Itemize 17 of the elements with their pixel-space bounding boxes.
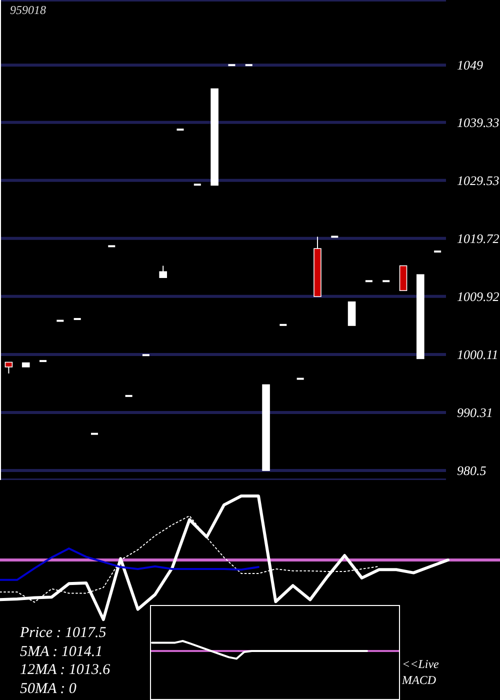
candlestick bbox=[4, 362, 13, 374]
y-tick-label: 1019.72 bbox=[457, 231, 500, 246]
text: <<Live MACD bbox=[402, 656, 440, 688]
y-tick-label: 1049 bbox=[457, 58, 484, 73]
text: Price : 1017.5 bbox=[20, 624, 108, 642]
y-tick-label: 980.5 bbox=[457, 463, 487, 478]
text: 5MA : 1014.1 bbox=[20, 642, 104, 661]
candlestick bbox=[348, 301, 356, 326]
text: 50MA : 0 bbox=[20, 680, 78, 698]
y-tick-label: 990.31 bbox=[457, 405, 493, 420]
y-tick-label: 1000.11 bbox=[457, 347, 498, 362]
chart-title: 959018 bbox=[10, 3, 46, 18]
y-tick-label: 1029.53 bbox=[457, 172, 500, 188]
text: 12MA : 1013.6 bbox=[20, 661, 112, 680]
y-tick-label: 1039.33 bbox=[457, 114, 500, 130]
y-tick-label: 1009.92 bbox=[457, 289, 500, 304]
candlestick bbox=[159, 265, 167, 278]
